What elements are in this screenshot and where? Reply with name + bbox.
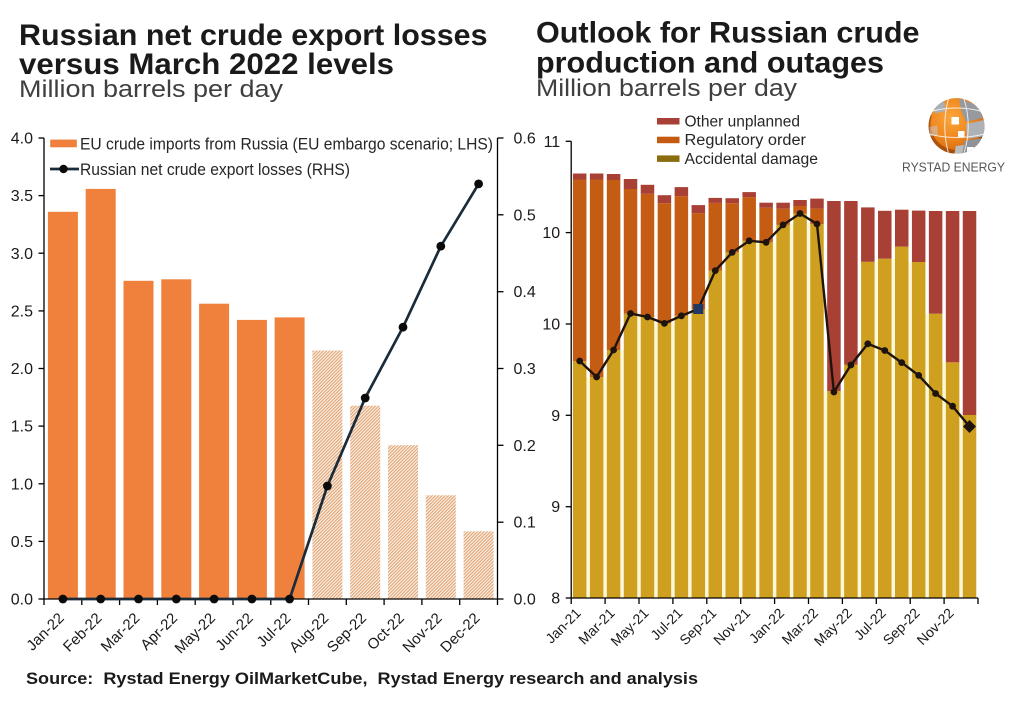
svg-text:10: 10 xyxy=(542,225,560,242)
svg-text:0.0: 0.0 xyxy=(11,592,33,609)
svg-text:Million barrels per day: Million barrels per day xyxy=(19,76,283,103)
svg-text:Other unplanned: Other unplanned xyxy=(685,114,801,131)
svg-text:EU crude imports from Russia (: EU crude imports from Russia (EU embargo… xyxy=(80,136,493,154)
svg-text:Source: Rystad Energy OilMark: Source: Rystad Energy OilMarketCube, Rys… xyxy=(26,669,698,688)
svg-text:0.5: 0.5 xyxy=(514,207,536,224)
svg-text:0.6: 0.6 xyxy=(514,131,536,148)
svg-text:Regulatory order: Regulatory order xyxy=(685,132,807,149)
svg-text:Accidental damage: Accidental damage xyxy=(685,151,819,168)
svg-text:1.0: 1.0 xyxy=(11,476,33,493)
svg-text:1.5: 1.5 xyxy=(11,419,33,436)
svg-text:Russian net crude export losse: Russian net crude export losses xyxy=(19,19,487,52)
svg-text:0.5: 0.5 xyxy=(11,534,33,551)
svg-text:versus March 2022 levels: versus March 2022 levels xyxy=(19,48,394,81)
svg-text:0.1: 0.1 xyxy=(514,515,536,532)
svg-text:9: 9 xyxy=(551,499,560,516)
svg-text:2.5: 2.5 xyxy=(11,303,33,320)
svg-text:9: 9 xyxy=(551,408,560,425)
svg-text:0.4: 0.4 xyxy=(514,284,536,301)
svg-text:0.2: 0.2 xyxy=(514,438,536,455)
svg-text:Million barrels per day: Million barrels per day xyxy=(536,75,797,102)
svg-text:3.0: 3.0 xyxy=(11,246,33,263)
svg-text:11: 11 xyxy=(544,134,561,151)
svg-text:0.0: 0.0 xyxy=(514,592,536,609)
svg-text:2.0: 2.0 xyxy=(11,361,33,378)
svg-text:4.0: 4.0 xyxy=(11,131,33,148)
svg-text:10: 10 xyxy=(542,316,560,333)
svg-text:0.3: 0.3 xyxy=(514,361,536,378)
svg-text:RYSTAD ENERGY: RYSTAD ENERGY xyxy=(902,161,1006,175)
svg-text:3.5: 3.5 xyxy=(11,188,33,205)
svg-text:Russian net crude export losse: Russian net crude export losses (RHS) xyxy=(80,161,350,179)
svg-text:production and outages: production and outages xyxy=(536,47,884,80)
svg-text:Outlook for Russian crude: Outlook for Russian crude xyxy=(536,17,920,50)
svg-text:8: 8 xyxy=(551,591,560,608)
